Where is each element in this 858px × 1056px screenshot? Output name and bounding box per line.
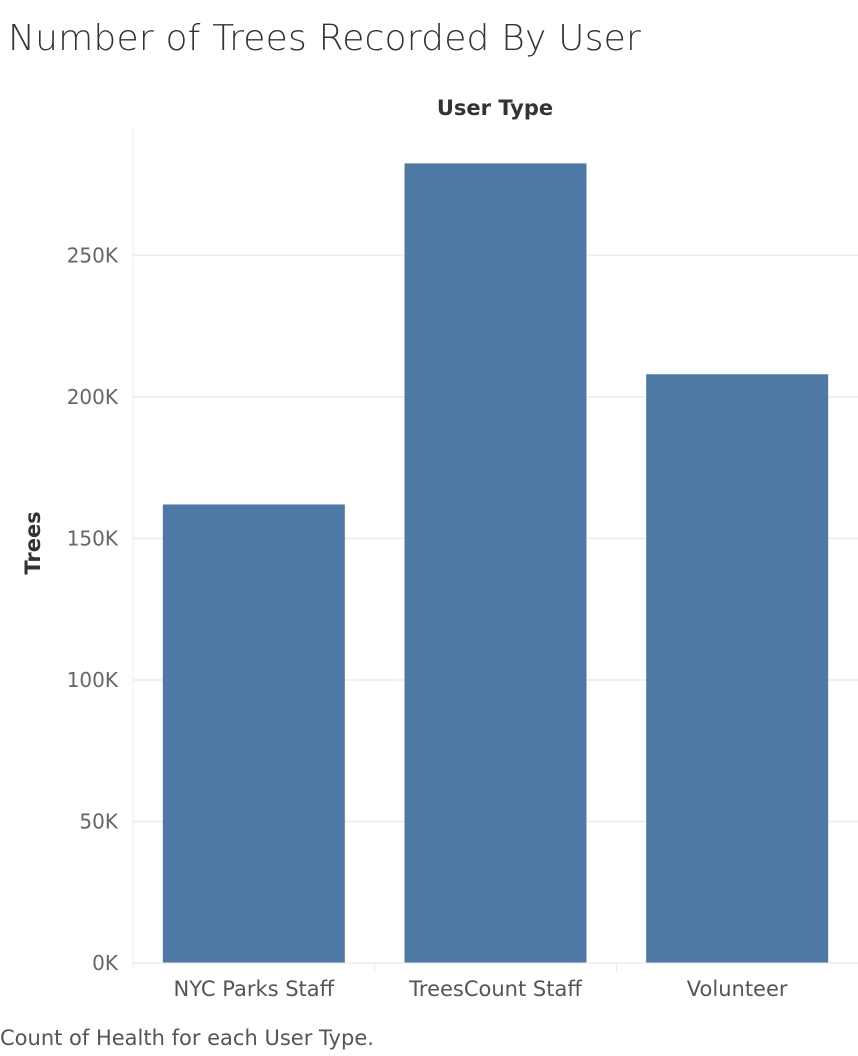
y-tick-label: 250K [67,243,119,267]
x-axis-ticks: NYC Parks Staff TreesCount Staff Volunteer [133,962,858,1001]
bars [162,163,829,964]
column-header: User Type [437,96,553,120]
bar-nyc-parks-staff [162,504,345,963]
x-tick-label: NYC Parks Staff [174,977,335,1001]
footnote: Count of Health for each User Type. [0,1026,374,1050]
y-axis-ticks: 0K 50K 100K 150K 200K 250K [67,243,119,975]
bar-chart: User Type Trees 0K 50K 100K 150K 200K 250K NY… [21,96,858,1001]
y-tick-label: 200K [67,385,119,409]
x-tick-label: TreesCount Staff [408,977,582,1001]
chart-title: Number of Trees Recorded By User [8,18,642,59]
x-tick-label: Volunteer [687,977,788,1001]
y-tick-label: 50K [79,809,118,833]
bar-treescount-staff [404,163,587,964]
y-tick-label: 150K [67,526,119,550]
y-tick-label: 0K [92,951,119,975]
bar-volunteer [646,374,829,963]
y-tick-label: 100K [67,668,119,692]
y-axis-label: Trees [21,511,45,574]
